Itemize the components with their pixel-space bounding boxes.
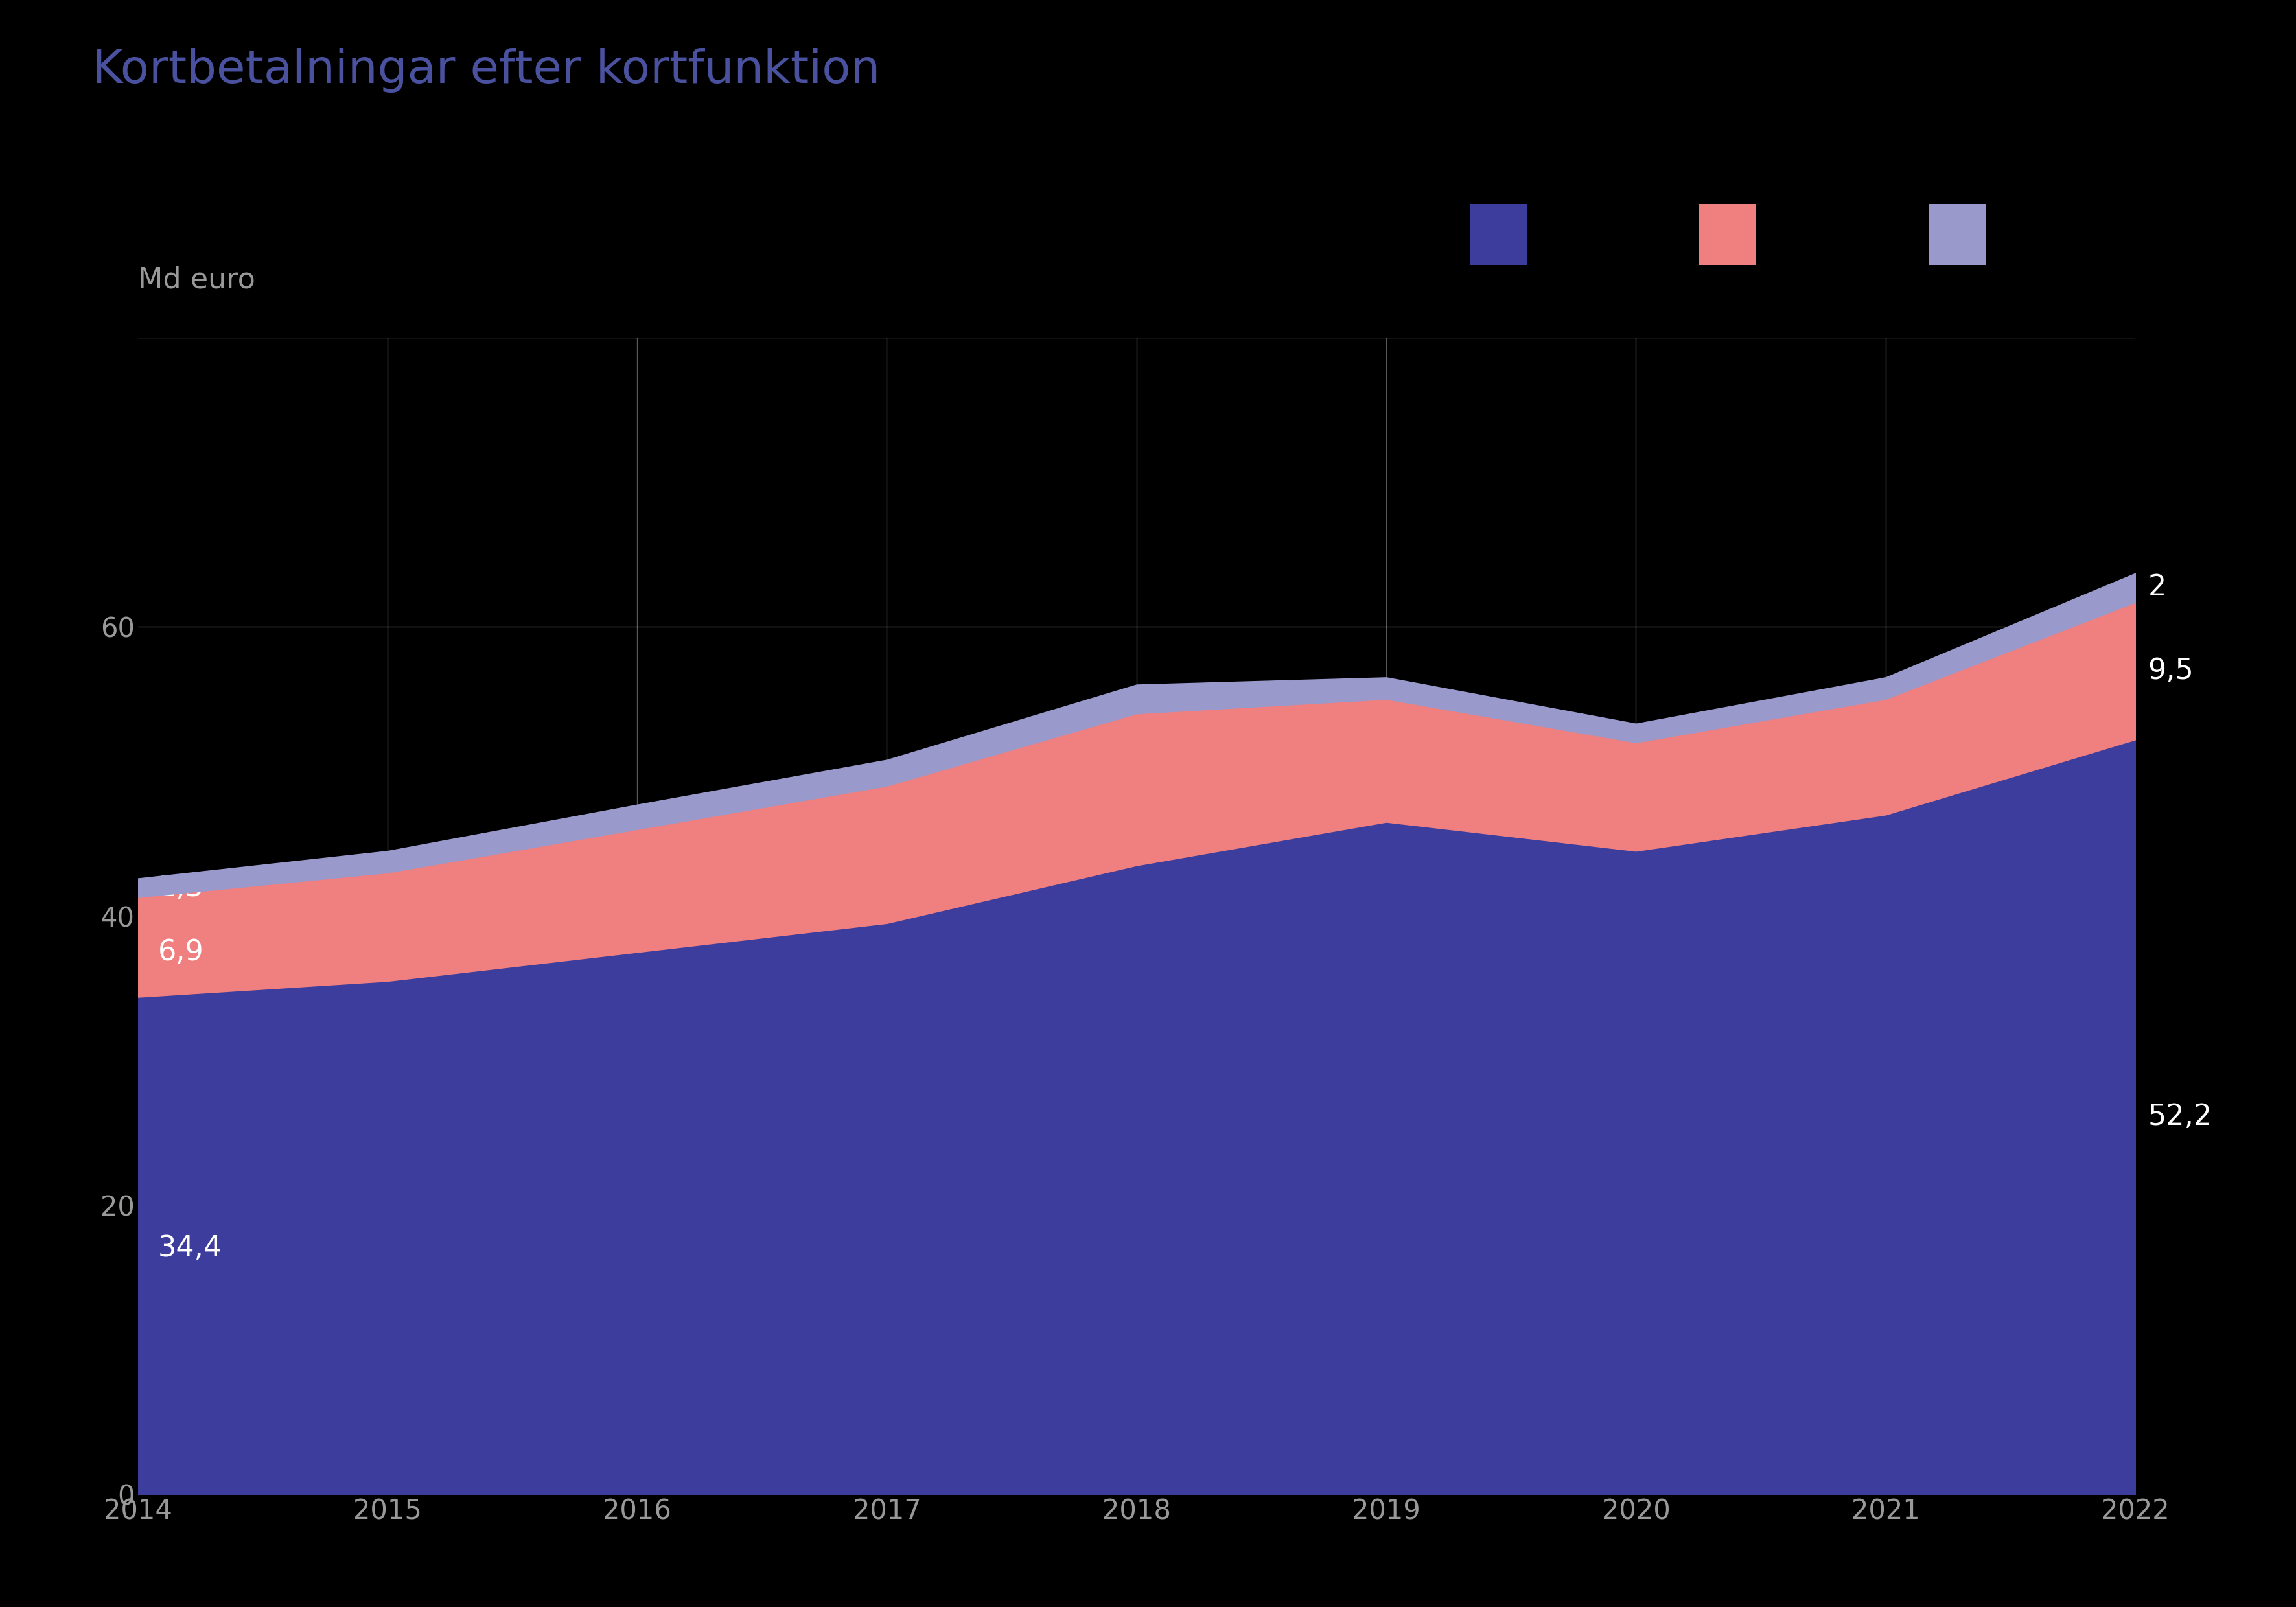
- Text: 34,4: 34,4: [158, 1234, 223, 1263]
- Text: 1,3: 1,3: [158, 874, 204, 902]
- Text: Kortbetalningar efter kortfunktion: Kortbetalningar efter kortfunktion: [92, 48, 879, 93]
- Text: 6,9: 6,9: [158, 938, 204, 966]
- Text: Md euro: Md euro: [138, 267, 255, 294]
- Text: 9,5: 9,5: [2147, 657, 2193, 685]
- Text: 2: 2: [2147, 574, 2165, 601]
- Text: 52,2: 52,2: [2147, 1102, 2211, 1131]
